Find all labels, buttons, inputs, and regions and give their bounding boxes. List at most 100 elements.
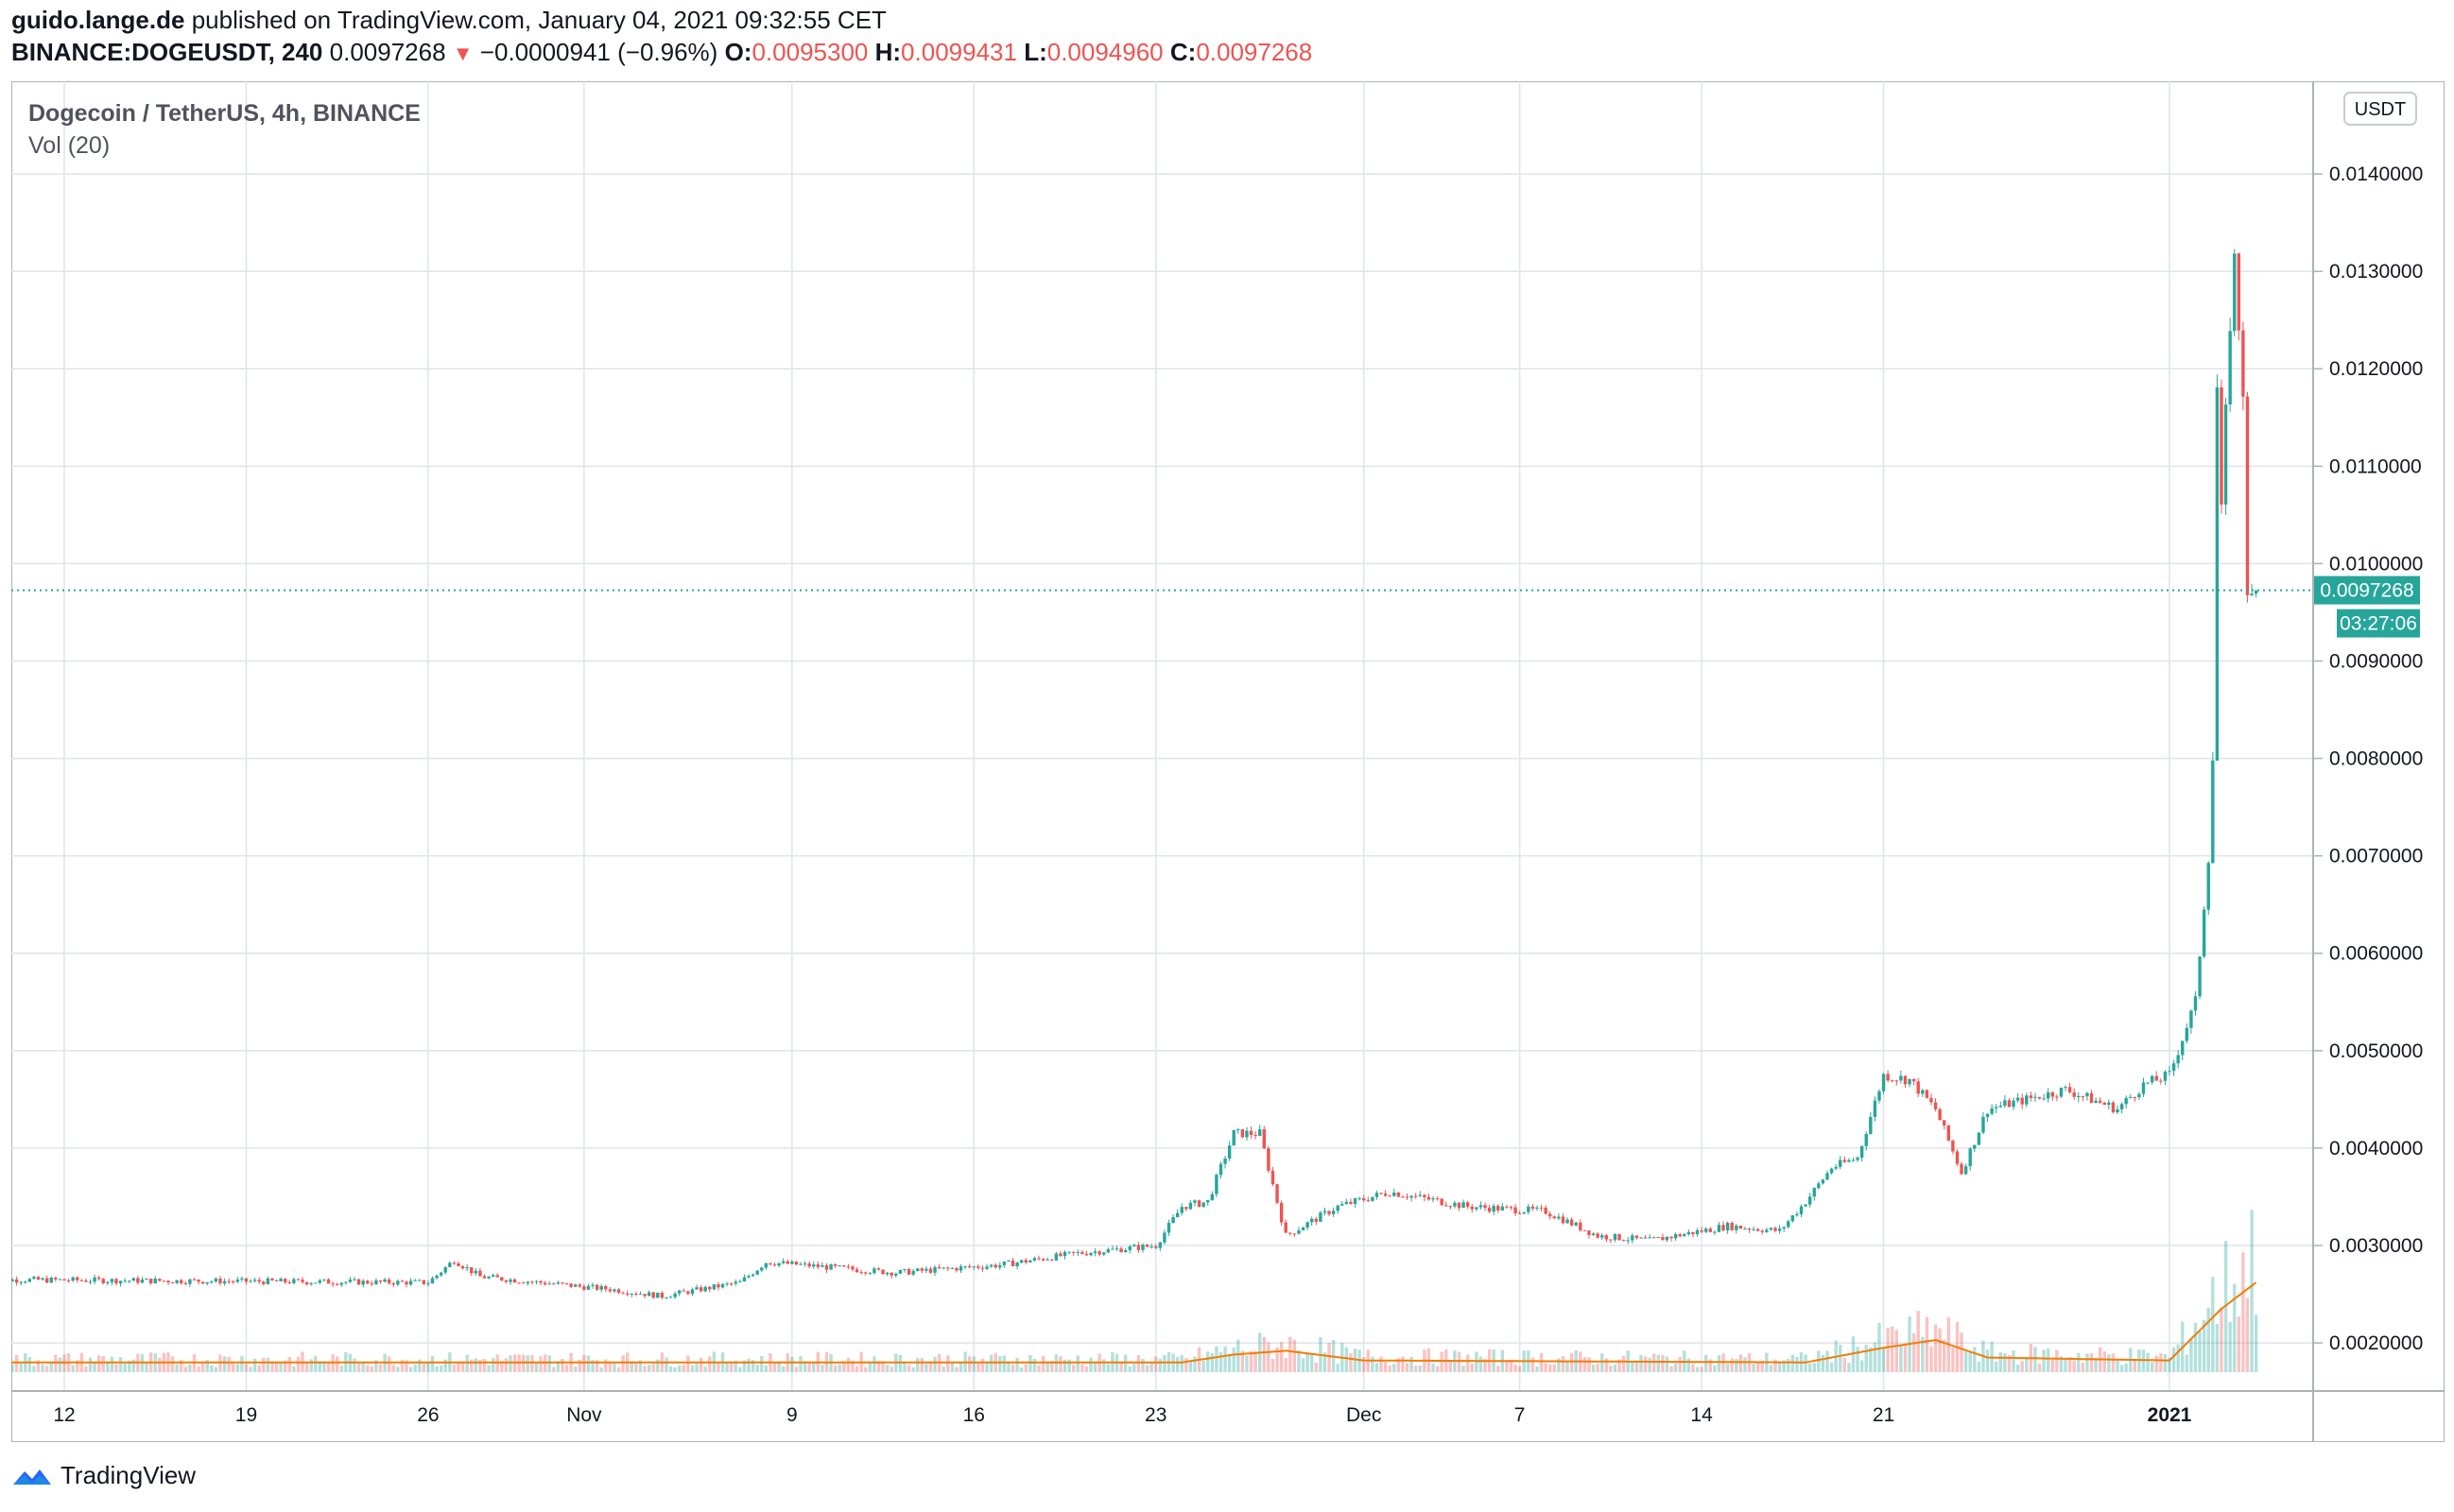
volume-bar [1184,1357,1188,1372]
candle-body [942,1267,945,1269]
candle-body [2050,1091,2054,1097]
candle-body [1951,1140,1955,1152]
volume-bar [1180,1355,1184,1372]
candle-body [2211,760,2215,864]
candle-body [413,1280,417,1281]
candle-body [1579,1222,1582,1230]
volume-bar [1154,1356,1158,1372]
tradingview-logo[interactable]: TradingView [11,1461,196,1490]
volume-bar [534,1362,539,1372]
y-tick-label: 0.0130000 [2329,261,2423,283]
candle-body [1899,1075,1903,1081]
candle-body [799,1263,803,1265]
candle-body [170,1282,175,1284]
currency-button[interactable]: USDT [2343,92,2417,126]
candle-body [2124,1097,2128,1105]
volume-bar [686,1355,690,1372]
candle-body [2250,593,2254,595]
candle-body [2116,1108,2119,1113]
candle-body [2129,1096,2133,1098]
candle-body [2025,1095,2029,1105]
volume-bar [2237,1316,2241,1372]
candle-body [1128,1246,1132,1250]
candle-body [2168,1071,2171,1073]
volume-bar [1925,1316,1929,1372]
candle-body [760,1267,764,1271]
candle-body [1245,1130,1249,1138]
volume-bar [868,1363,873,1372]
candle-body [1392,1192,1396,1196]
volume-bar [101,1355,105,1372]
candle-body [1700,1229,1703,1232]
candle-body [2228,331,2232,404]
candle-body [2072,1091,2076,1097]
candle-body [1206,1199,1210,1203]
candle-body [673,1293,677,1297]
candle-body [1968,1148,1972,1167]
candle-body [1821,1179,1825,1184]
volume-bar [1777,1362,1782,1372]
candle-body [435,1275,439,1279]
volume-bar [1856,1347,1859,1372]
candle-body [1600,1235,1604,1238]
volume-bar [210,1365,214,1372]
candle-body [2223,404,2228,505]
volume-bar [799,1355,803,1372]
volume-bar [114,1364,118,1372]
volume-bar [526,1355,530,1372]
volume-bar [695,1364,699,1372]
y-tick-label: 0.0090000 [2329,650,2423,672]
volume-bar [1877,1322,1881,1372]
candle-body [1145,1244,1149,1247]
publisher-name[interactable]: guido.lange.de [11,6,185,34]
candle-body [833,1263,838,1266]
candle-body [677,1290,682,1294]
volume-bar [249,1366,252,1372]
candle-body [1158,1242,1163,1248]
candle-body [578,1284,581,1287]
candle-body [522,1282,526,1284]
candle-body [2206,863,2210,910]
candle-body [764,1263,769,1268]
candle-body [1539,1207,1544,1209]
last-price-value: 0.0097268 [329,38,446,66]
candle-body [998,1264,1002,1268]
candle-body [1024,1260,1028,1263]
volume-bar [1201,1360,1205,1372]
candle-body [2150,1075,2154,1083]
volume-bar [318,1361,322,1372]
volume-bar [1817,1350,1821,1372]
volume-bar [2102,1351,2106,1372]
price-chart[interactable]: 0.0140000 0.0130000 0.0120000 0.0110000 0.01… [11,81,2445,1442]
volume-bar [1431,1363,1435,1372]
candle-body [1998,1106,2002,1108]
candle-body [1609,1239,1613,1241]
candle-body [235,1279,239,1282]
volume-bar [1661,1354,1665,1372]
indicator-label[interactable]: Vol (20) [28,132,110,159]
candle-body [175,1280,179,1283]
candle-body [1163,1232,1167,1243]
volume-bar [1891,1326,1894,1372]
chart-frame[interactable]: 0.0140000 0.0130000 0.0120000 0.0110000 0.01… [11,81,2445,1442]
candle-body [222,1280,227,1284]
candle-body [1886,1074,1890,1081]
time-axis[interactable]: 12 19 26 Nov 9 16 23 Dec 7 14 21 2021 [53,1404,2191,1426]
volume-bar [2085,1353,2089,1372]
volume-bar [1700,1366,1703,1372]
volume-bar [356,1363,361,1372]
volume-bar [1188,1360,1193,1372]
volume-bar [1873,1342,1877,1372]
volume-bar [833,1365,838,1372]
volume-bar [564,1365,569,1372]
volume-bar [1349,1352,1353,1372]
candle-body [1881,1074,1886,1091]
volume-bar [1496,1366,1500,1372]
candle-body [976,1266,980,1268]
price-axis[interactable]: 0.0140000 0.0130000 0.0120000 0.0110000 0.01… [2313,163,2423,1354]
candle-body [131,1278,136,1281]
candle-body [430,1278,435,1284]
volume-bar [232,1363,235,1372]
candle-body [868,1273,873,1275]
volume-bar [842,1361,846,1372]
